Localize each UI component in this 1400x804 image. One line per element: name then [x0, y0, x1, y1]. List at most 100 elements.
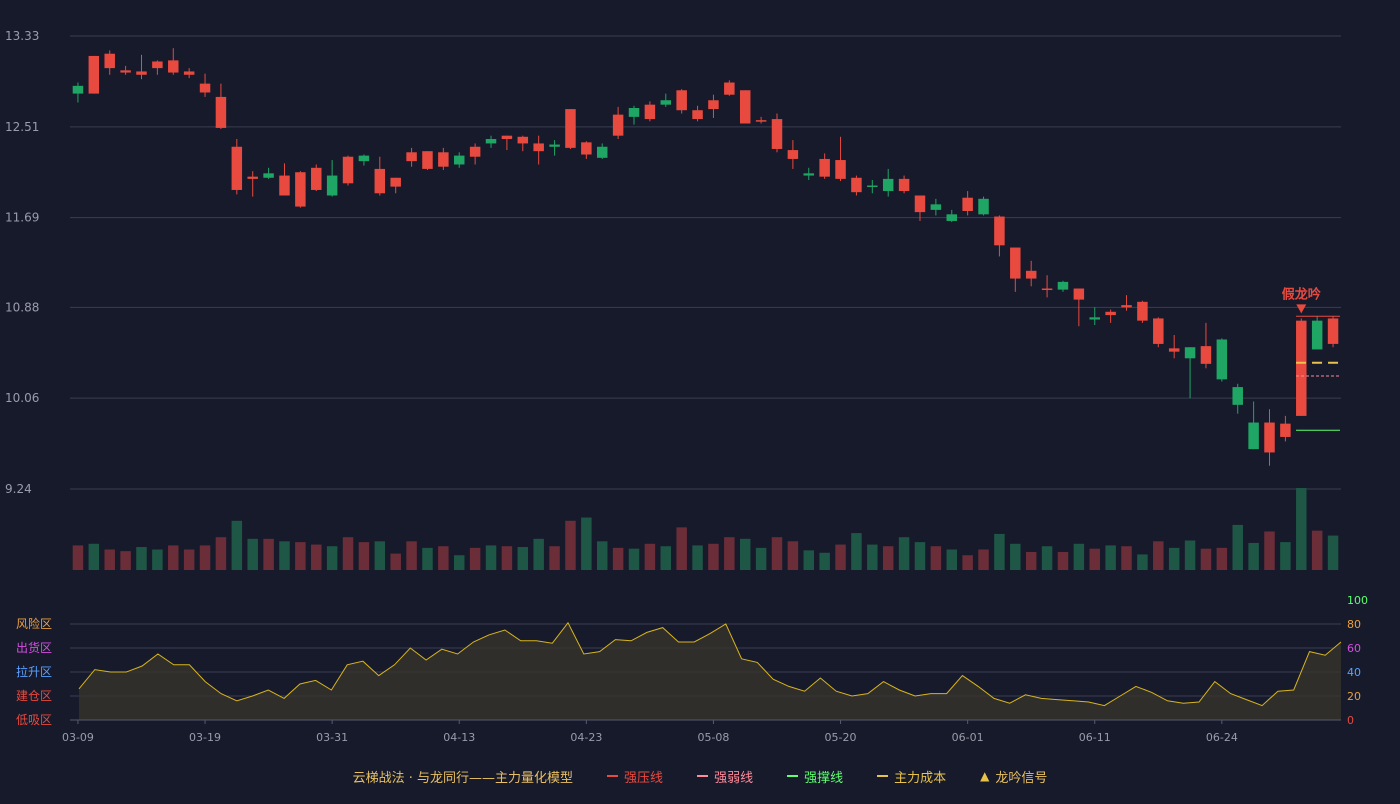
- candle-body: [771, 119, 783, 149]
- volume-bar: [787, 541, 799, 570]
- candle: [581, 141, 592, 159]
- candle: [1296, 318, 1307, 416]
- price-axis-tick-label: 9.24: [5, 482, 32, 496]
- candle: [898, 175, 910, 194]
- candle: [1200, 322, 1212, 369]
- candle: [596, 143, 608, 159]
- volume-bar: [183, 549, 195, 570]
- candle: [311, 164, 322, 192]
- candle-body: [1025, 270, 1037, 279]
- candle-body: [1057, 281, 1069, 290]
- candle: [295, 171, 306, 208]
- volume-bar: [1073, 543, 1085, 570]
- x-axis-tick-label: 04-23: [570, 731, 602, 744]
- volume-bar: [326, 546, 338, 570]
- candle-body: [533, 143, 544, 152]
- candle: [676, 89, 687, 114]
- candle: [1216, 338, 1228, 382]
- volume-bar: [867, 544, 878, 570]
- candle: [72, 82, 84, 103]
- volume-bar: [438, 546, 449, 570]
- candle-body: [724, 82, 735, 95]
- candle: [1041, 275, 1053, 298]
- candle: [279, 163, 290, 196]
- candle-body: [1200, 346, 1212, 364]
- candle: [1280, 415, 1291, 442]
- volume-bar: [1327, 535, 1339, 570]
- candle: [1168, 335, 1180, 359]
- candle-body: [152, 61, 163, 69]
- legend-item-strong-weak: 强弱线: [697, 767, 753, 786]
- candle: [739, 90, 751, 124]
- volume-bar: [215, 537, 227, 570]
- candle: [152, 60, 163, 75]
- volume-bar: [962, 555, 973, 570]
- volume-bar: [263, 538, 274, 570]
- candle: [1311, 316, 1323, 350]
- candle-body: [358, 155, 370, 162]
- candle-body: [406, 152, 417, 162]
- volume-bar: [1216, 547, 1228, 570]
- volume-bar: [739, 538, 751, 570]
- candle: [628, 105, 640, 125]
- candle-body: [628, 107, 640, 117]
- candle-body: [454, 155, 465, 165]
- candle: [422, 151, 433, 171]
- candle: [374, 156, 386, 196]
- candle: [867, 179, 878, 194]
- volume-bar: [152, 549, 163, 570]
- candle: [803, 167, 815, 180]
- x-axis-tick-label: 04-13: [443, 731, 475, 744]
- volume-bar: [612, 547, 624, 570]
- candle-body: [311, 167, 322, 190]
- candle: [342, 155, 354, 186]
- volume-bar: [374, 541, 386, 570]
- candle: [406, 147, 417, 167]
- candle: [787, 140, 799, 169]
- price-axis-tick-label: 13.33: [5, 29, 39, 43]
- candle-body: [422, 151, 433, 169]
- volume-bar: [469, 547, 481, 570]
- candle-body: [438, 152, 449, 167]
- candle: [501, 135, 513, 151]
- volume-bar: [1105, 545, 1116, 570]
- x-axis-tick-label: 03-31: [316, 731, 348, 744]
- candle-body: [596, 146, 608, 158]
- candle: [183, 68, 195, 79]
- candle-body: [72, 85, 84, 94]
- candle: [724, 80, 735, 96]
- candle: [1248, 401, 1259, 450]
- candle-body: [501, 135, 513, 140]
- volume-bar: [1153, 541, 1164, 570]
- volume-bar: [406, 541, 417, 570]
- candle-body: [581, 142, 592, 155]
- candle: [612, 106, 624, 140]
- candle-body: [612, 114, 624, 136]
- candle: [978, 196, 989, 216]
- candle: [1025, 260, 1037, 287]
- volume-bar: [565, 520, 576, 570]
- volume-bar: [946, 549, 957, 570]
- legend-swatch: [697, 775, 709, 777]
- candle: [851, 175, 862, 196]
- candle: [120, 65, 131, 75]
- candle: [1073, 288, 1085, 327]
- candle: [549, 140, 560, 156]
- candle-body: [1121, 305, 1132, 308]
- volume-bar: [136, 547, 147, 570]
- volume-bar: [422, 547, 433, 570]
- osc-zone-label: 风险区: [16, 616, 52, 631]
- candle-body: [1232, 387, 1243, 405]
- volume-bar: [819, 552, 830, 570]
- x-axis-tick-label: 06-01: [952, 731, 984, 744]
- volume-bar: [978, 549, 989, 570]
- volume-bar: [882, 546, 894, 570]
- candle: [1057, 280, 1069, 292]
- candle: [1153, 317, 1164, 348]
- candle-body: [946, 214, 957, 221]
- volume-bar: [454, 555, 465, 570]
- candle-body: [1327, 318, 1339, 344]
- legend-swatch: [877, 775, 889, 777]
- volume-bar: [120, 551, 131, 570]
